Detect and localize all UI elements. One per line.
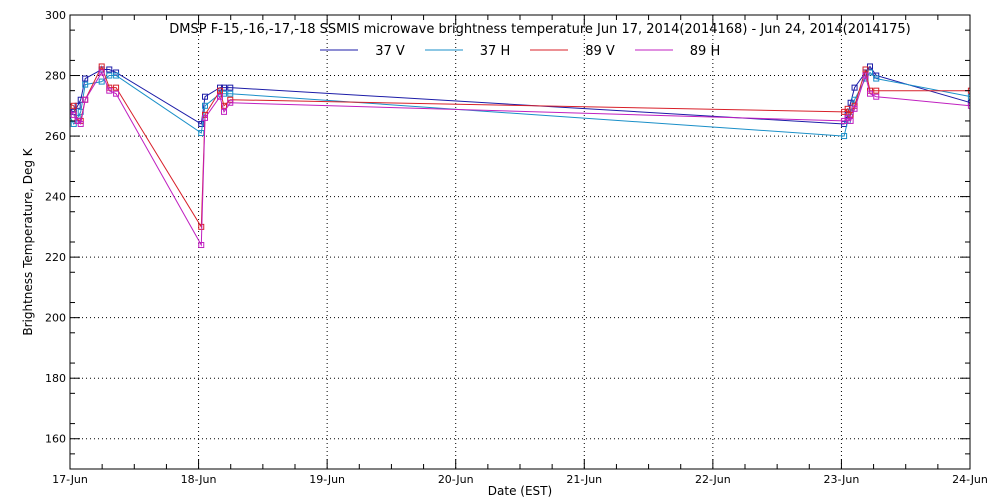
data-point-37-h (227, 90, 234, 97)
series-89-v (70, 63, 970, 230)
grid (70, 15, 970, 469)
data-point-89-h (841, 117, 848, 124)
data-point-37-h (221, 90, 228, 97)
data-point-89-v (198, 223, 205, 230)
y-tick-label: 280 (45, 70, 66, 83)
data-point-37-v (202, 93, 208, 100)
data-point-37-v (851, 84, 858, 91)
series-line-89-h (70, 71, 970, 247)
data-point-37-v (74, 102, 81, 109)
data-point-89-v (113, 84, 120, 91)
x-tick-label: 22-Jun (695, 473, 731, 486)
data-point-89-v (98, 63, 105, 70)
data-point-89-h (70, 111, 77, 118)
data-point-37-h (70, 108, 71, 115)
data-point-37-v (70, 105, 71, 112)
data-point-37-v (967, 99, 970, 106)
series-89-h (70, 69, 970, 249)
data-point-37-h (70, 120, 77, 127)
data-point-37-v (77, 96, 84, 103)
data-point-37-v (867, 63, 873, 70)
data-point-89-h (217, 93, 223, 100)
data-point-89-v (227, 96, 234, 103)
data-point-37-h (98, 78, 105, 85)
series-37-v (70, 63, 970, 127)
data-point-37-v (198, 120, 205, 127)
data-point-37-v (82, 75, 89, 82)
x-tick-label: 17-Jun (52, 473, 88, 486)
y-tick-label: 260 (45, 130, 66, 143)
legend-entry-37-h: 37 H (425, 44, 510, 59)
legend-label-37-h: 37 H (480, 44, 510, 59)
x-axis-label: Date (EST) (488, 484, 552, 498)
data-point-89-h (98, 69, 105, 76)
y-axis-label: Brightness Temperature, Deg K (21, 147, 35, 335)
data-point-37-h (82, 81, 89, 88)
data-point-89-v (221, 102, 228, 109)
data-point-89-h (873, 93, 880, 100)
x-tick-label: 24-Jun (952, 473, 988, 486)
y-tick-label: 300 (45, 9, 66, 22)
plot-frame (69, 14, 971, 470)
data-point-89-h (74, 117, 81, 124)
data-point-89-h (113, 90, 120, 97)
data-point-89-v (841, 108, 848, 115)
legend-entry-89-h: 89 H (635, 44, 720, 59)
data-point-89-h (847, 117, 854, 124)
legend: 37 V 37 H 89 V 89 H (320, 44, 720, 59)
x-tick-label: 18-Jun (181, 473, 217, 486)
series-layer (70, 63, 970, 249)
y-tick-label: 220 (45, 251, 66, 264)
data-point-89-v (862, 66, 869, 73)
data-point-89-h (77, 120, 84, 127)
x-tick-label: 19-Jun (309, 473, 345, 486)
legend-entry-37-v: 37 V (320, 44, 405, 59)
data-point-89-h (70, 102, 71, 109)
y-tick-label: 160 (45, 433, 66, 446)
data-point-37-v (221, 84, 228, 91)
x-tick-label: 21-Jun (566, 473, 602, 486)
y-tick-label: 180 (45, 372, 66, 385)
data-point-37-h (873, 75, 880, 82)
data-point-89-h (106, 87, 113, 94)
data-point-37-h (967, 93, 970, 100)
data-point-89-v (217, 87, 223, 94)
data-point-37-h (198, 130, 205, 137)
data-point-89-h (198, 242, 205, 249)
ticks: 17-Jun 18-Jun 19-Jun 20-Jun 21-Jun 22-Jun 23-J… (45, 9, 988, 486)
x-tick-label: 23-Jun (824, 473, 860, 486)
data-point-89-v (844, 105, 851, 112)
legend-label-89-h: 89 H (690, 44, 720, 59)
data-point-89-h (221, 108, 228, 115)
series-line-37-v (70, 65, 970, 125)
legend-label-89-v: 89 V (585, 44, 615, 59)
data-point-37-v (227, 84, 234, 91)
data-point-37-h (867, 69, 873, 76)
data-point-37-h (106, 72, 113, 79)
data-point-37-v (106, 66, 113, 73)
y-tick-label: 200 (45, 312, 66, 325)
data-point-89-v (873, 87, 880, 94)
data-point-37-h (841, 133, 848, 140)
data-point-89-h (967, 102, 970, 109)
data-point-37-h (202, 102, 208, 109)
legend-entry-89-v: 89 V (530, 44, 615, 59)
data-point-89-v (70, 99, 71, 106)
data-point-89-h (202, 114, 208, 121)
y-tick-label: 240 (45, 191, 66, 204)
data-point-37-h (113, 72, 120, 79)
data-point-89-h (82, 96, 89, 103)
legend-label-37-v: 37 V (375, 44, 405, 59)
data-point-89-v (70, 102, 77, 109)
x-tick-label: 20-Jun (438, 473, 474, 486)
data-point-89-h (862, 72, 869, 79)
data-point-89-h (227, 99, 234, 106)
chart-title: DMSP F-15,-16,-17,-18 SSMIS microwave br… (169, 22, 910, 37)
data-point-89-h (867, 90, 873, 97)
data-point-89-h (851, 105, 858, 112)
